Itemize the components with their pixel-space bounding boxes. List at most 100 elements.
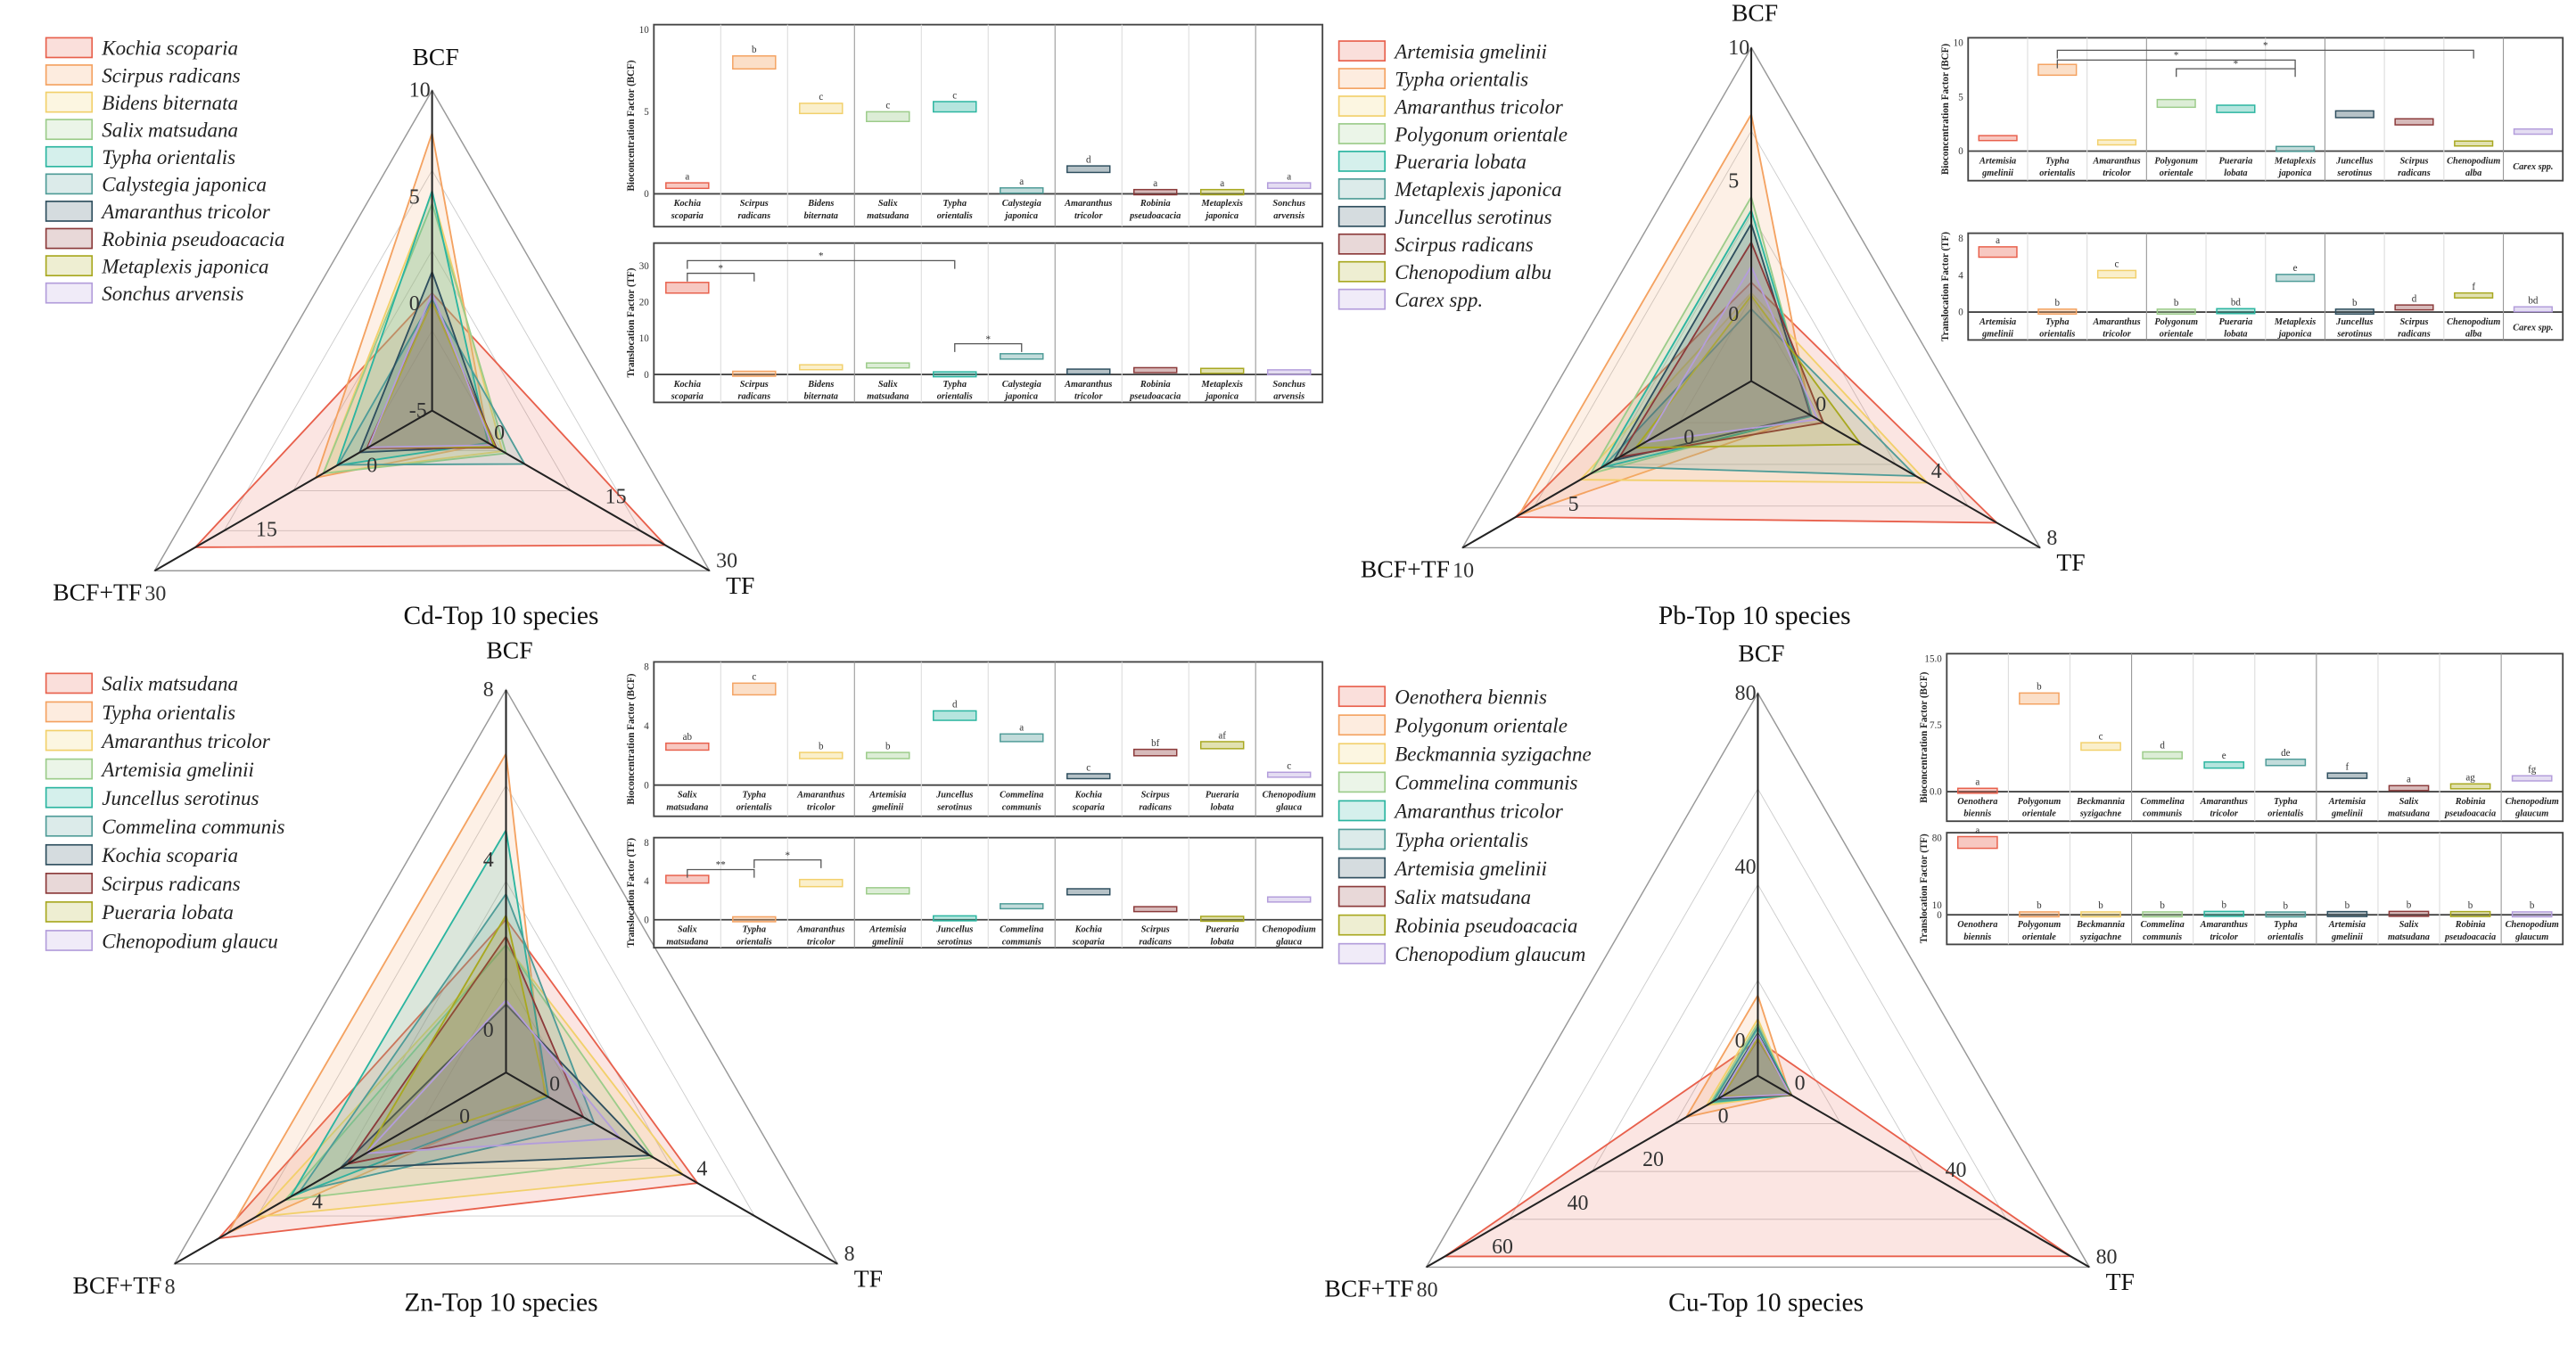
inset-box-7: [2394, 118, 2434, 126]
significance-marker: *: [2234, 59, 2239, 70]
inset-x-label: Polygonum: [2154, 317, 2198, 327]
significance-letter: c: [752, 672, 756, 683]
inset-x-label: Robinia: [1140, 199, 1171, 209]
inset-x-label: serotinus: [936, 802, 972, 812]
inset-box-8: [1199, 188, 1245, 196]
inset-x-label: Oenothera: [1957, 797, 1997, 807]
inset-box-3: [2156, 308, 2196, 316]
legend-item: Typha orientalis: [45, 145, 235, 168]
inset-x-label: Amaranthus: [1064, 380, 1112, 390]
inset-x-label: Juncellus: [2335, 156, 2373, 166]
inset-box-0: [1957, 835, 1998, 850]
inset-x-label: alba: [2465, 330, 2481, 340]
inset-box-6: [2334, 110, 2374, 119]
inset-box-9: [2513, 127, 2553, 136]
radar-tick-label: 0: [1735, 1030, 1746, 1053]
legend-label: Pueraria lobata: [101, 900, 234, 924]
inset-x-label: orientalis: [2267, 809, 2303, 819]
inset-x-label: gmelinii: [2331, 809, 2363, 819]
radar-tick-label: 0: [494, 422, 505, 445]
significance-letter: b: [2468, 900, 2473, 911]
significance-letter: b: [2284, 900, 2289, 911]
inset-box-2: [799, 364, 844, 371]
legend-label: Oenothera biennis: [1395, 685, 1547, 708]
legend-item: Salix matsudana: [1337, 885, 1531, 908]
inset-tick-label: 0: [644, 189, 649, 200]
radar-series-7: [1617, 240, 1825, 458]
significance-letter: af: [1218, 730, 1226, 741]
legend-item: Calystegia japonica: [45, 173, 267, 196]
significance-bracket: [2056, 49, 2474, 59]
inset-x-label: tricolor: [2210, 932, 2238, 942]
radar-tick-label: 30: [144, 582, 166, 605]
radar-tick-label: 0: [1795, 1072, 1806, 1096]
legend-item: Robinia pseudoacacia: [45, 227, 284, 250]
inset-x-label: Kochia: [673, 380, 701, 390]
significance-letter: c: [2115, 259, 2119, 270]
inset-x-label: scoparia: [671, 392, 704, 402]
inset-y-axis-label: Bioconcentration Factor (BCF): [1919, 671, 1930, 802]
legend-item: Juncellus serotinus: [1337, 205, 1552, 228]
inset-y-axis-label: Bioconcentration Factor (BCF): [626, 673, 637, 804]
inset-x-label: matsudana: [666, 802, 708, 812]
inset-box-1: [2019, 911, 2060, 918]
inset-x-label: scoparia: [1072, 802, 1105, 812]
radar-grid-ring: [223, 169, 641, 531]
inset-x-label: Amaranthus: [2092, 156, 2140, 166]
significance-bracket: [753, 859, 822, 868]
inset-x-label: Pueraria: [2219, 156, 2253, 166]
inset-box-6: [1066, 888, 1111, 896]
inset-x-label: biennis: [1963, 932, 1991, 942]
inset-x-label: Salix: [2399, 797, 2419, 807]
legend-swatch: [1337, 68, 1387, 89]
legend-swatch: [1337, 205, 1387, 227]
inset-x-label: Scirpus: [1141, 925, 1170, 935]
legend-swatch: [1337, 260, 1387, 283]
legend-item: Amaranthus tricolor: [45, 200, 271, 223]
legend-item: Amaranthus tricolor: [1337, 800, 1564, 823]
legend-item: Scirpus radicans: [45, 872, 241, 895]
inset-x-label: Kochia: [1074, 790, 1102, 800]
significance-marker: *: [2174, 51, 2179, 62]
legend-item: Sonchus arvensis: [45, 282, 243, 305]
legend-label: Beckmannia syzigachne: [1395, 743, 1592, 766]
inset-x-label: Polygonum: [2018, 797, 2062, 807]
legend-label: Juncellus serotinus: [102, 786, 259, 809]
inset-box-9: [1266, 182, 1312, 190]
legend-swatch: [1337, 828, 1387, 850]
radar-axis-label: BCF+TF: [1324, 1275, 1413, 1302]
inset-x-label: Salix: [878, 199, 898, 209]
inset-box-2: [2080, 911, 2121, 918]
radar-tick-label: 4: [312, 1191, 323, 1214]
inset-x-label: Artemisia: [1979, 156, 2016, 166]
radar-series-2: [253, 943, 685, 1219]
legend-label: Carex spp.: [1395, 288, 1483, 311]
inset-box-1: [732, 916, 777, 923]
inset-x-label: Amaranthus: [2092, 317, 2140, 327]
significance-letter: c: [819, 92, 823, 103]
inset-x-label: lobata: [2224, 168, 2247, 178]
radar-series-9: [1643, 264, 1819, 444]
inset-tick-label: 0: [1937, 910, 1942, 921]
radar-axis-label: BCF: [1738, 639, 1784, 667]
inset-x-label: orientale: [2022, 932, 2056, 942]
radar-axis-label: TF: [726, 571, 754, 599]
radar-grid-ring: [1674, 979, 1842, 1124]
inset-box-6: [2326, 772, 2368, 779]
inset-box-2: [799, 751, 844, 760]
inset-box-2: [799, 878, 844, 888]
legend-label: Amaranthus tricolor: [100, 200, 271, 223]
inset-x-label: biternata: [804, 211, 838, 221]
radar-tick-label: 5: [1728, 169, 1739, 193]
significance-letter: f: [2472, 282, 2475, 292]
legend-swatch: [45, 786, 94, 809]
inset-box-3: [866, 751, 910, 760]
inset-box-0: [665, 282, 710, 294]
legend-swatch: [1337, 857, 1387, 879]
inset-x-label: radicans: [737, 392, 770, 402]
radar-grid-ring: [1606, 213, 1897, 465]
legend-swatch: [45, 282, 94, 304]
inset-x-label: Amaranthus: [1064, 199, 1112, 209]
legend-label: Metaplexis japonica: [1394, 177, 1561, 201]
